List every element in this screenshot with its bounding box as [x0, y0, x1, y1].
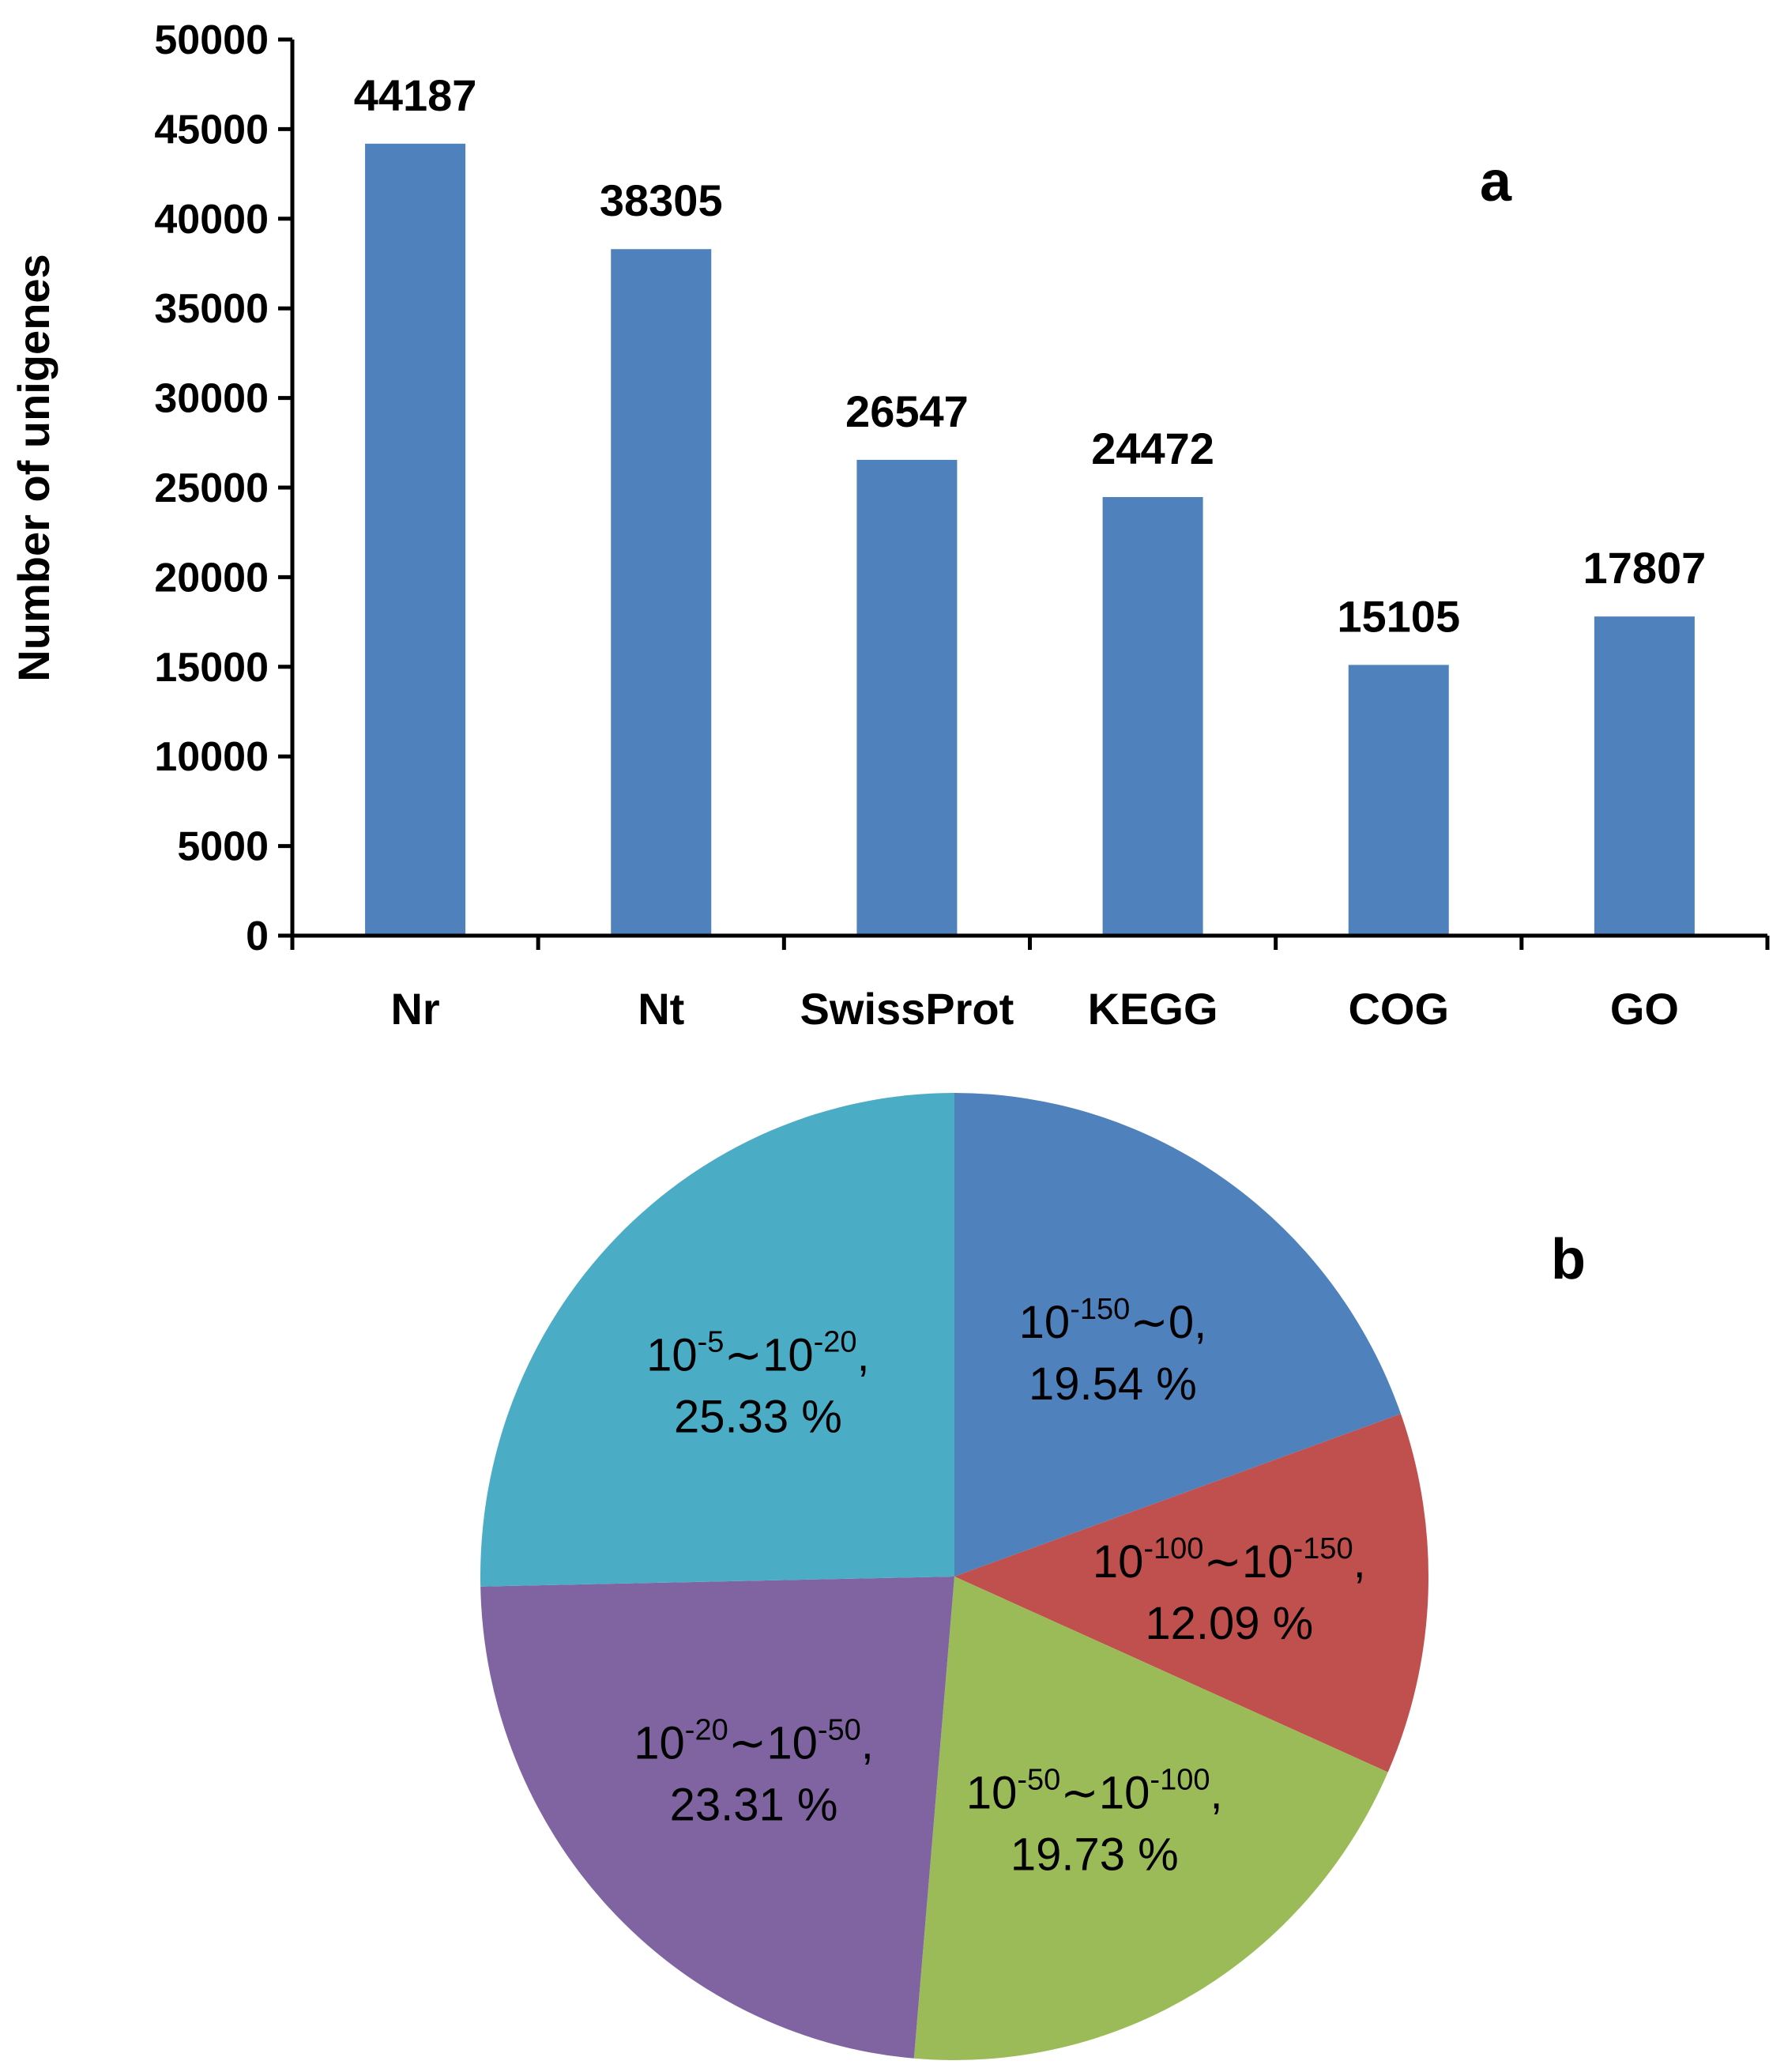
pie-slice-percent-label: 19.73 %	[1011, 1829, 1179, 1880]
bar-value-label: 26547	[845, 386, 969, 436]
bar-nt	[611, 249, 712, 936]
bar-value-label: 17807	[1583, 543, 1707, 593]
y-tick-label: 10000	[154, 734, 269, 780]
y-tick-label: 5000	[177, 824, 269, 870]
pie-slice-range-label: 10-100∼10-150,	[1093, 1532, 1366, 1588]
pie-slice	[480, 1577, 954, 2059]
pie-chart: b 10-150∼0,19.54 %10-100∼10-150,12.09 %1…	[480, 1093, 1586, 2061]
panel-label-a: a	[1480, 150, 1512, 213]
category-label: Nt	[638, 984, 684, 1034]
bar-chart: Number of unigenes a 0 5000 10000 15000 2000…	[9, 17, 1770, 1034]
bar-kegg	[1102, 496, 1203, 936]
bar-value-label: 38305	[600, 175, 723, 225]
bar-cog	[1348, 665, 1449, 936]
bar-go	[1594, 616, 1695, 936]
pie-slice-percent-label: 25.33 %	[674, 1392, 842, 1443]
bar-swissprot	[856, 459, 958, 936]
pie-slice-range-label: 10-5∼10-20,	[646, 1326, 869, 1381]
y-tick-label: 30000	[154, 376, 269, 422]
pie-slice-range-label: 10-50∼10-100,	[966, 1763, 1223, 1818]
category-label: COG	[1348, 984, 1449, 1034]
category-labels: Nr Nt SwissProt KEGG COG GO	[390, 984, 1679, 1034]
y-tick-label: 40000	[154, 197, 269, 243]
bar-value-label: 24472	[1091, 424, 1214, 473]
bar-value-label: 44187	[354, 70, 477, 120]
category-label: KEGG	[1088, 984, 1218, 1034]
value-labels: 44187 38305 26547 24472 15105 17807	[354, 70, 1707, 642]
pie-slice-percent-label: 23.31 %	[670, 1780, 838, 1831]
category-label: GO	[1610, 984, 1679, 1034]
panel-label-b: b	[1551, 1228, 1586, 1291]
pie-slice	[954, 1414, 1429, 1773]
y-tick-label: 0	[246, 914, 269, 959]
y-axis-title: Number of unigenes	[9, 254, 58, 681]
pie-slice	[480, 1093, 954, 1587]
bar-value-label: 15105	[1337, 591, 1460, 641]
pie-slice-range-label: 10-20∼10-50,	[634, 1714, 874, 1769]
bars	[365, 143, 1695, 936]
pie-slice	[954, 1093, 1402, 1577]
category-label: SwissProt	[800, 984, 1014, 1034]
y-tick-label: 50000	[154, 17, 269, 63]
y-tick-label: 15000	[154, 645, 269, 691]
bar-nr	[365, 143, 466, 936]
pie-slice-range-label: 10-150∼0,	[1019, 1293, 1207, 1348]
y-tick-label: 25000	[154, 465, 269, 511]
y-ticks: 0 5000 10000 15000 20000 25000 30000 35000 40000…	[154, 17, 292, 959]
x-ticks	[290, 936, 1770, 950]
pie-slice-labels: 10-150∼0, 19.54 % 10-100∼10-150, 12.09 % 10-…	[634, 1293, 1365, 1881]
pie-slice	[913, 1577, 1388, 2061]
y-tick-label: 35000	[154, 286, 269, 332]
pie-slices	[480, 1093, 1429, 2061]
y-tick-label: 20000	[154, 555, 269, 601]
pie-slice-percent-label: 12.09 %	[1145, 1598, 1313, 1649]
category-label: Nr	[390, 984, 439, 1034]
pie-slice-percent-label: 19.54 %	[1029, 1358, 1197, 1410]
y-tick-label: 45000	[154, 107, 269, 153]
